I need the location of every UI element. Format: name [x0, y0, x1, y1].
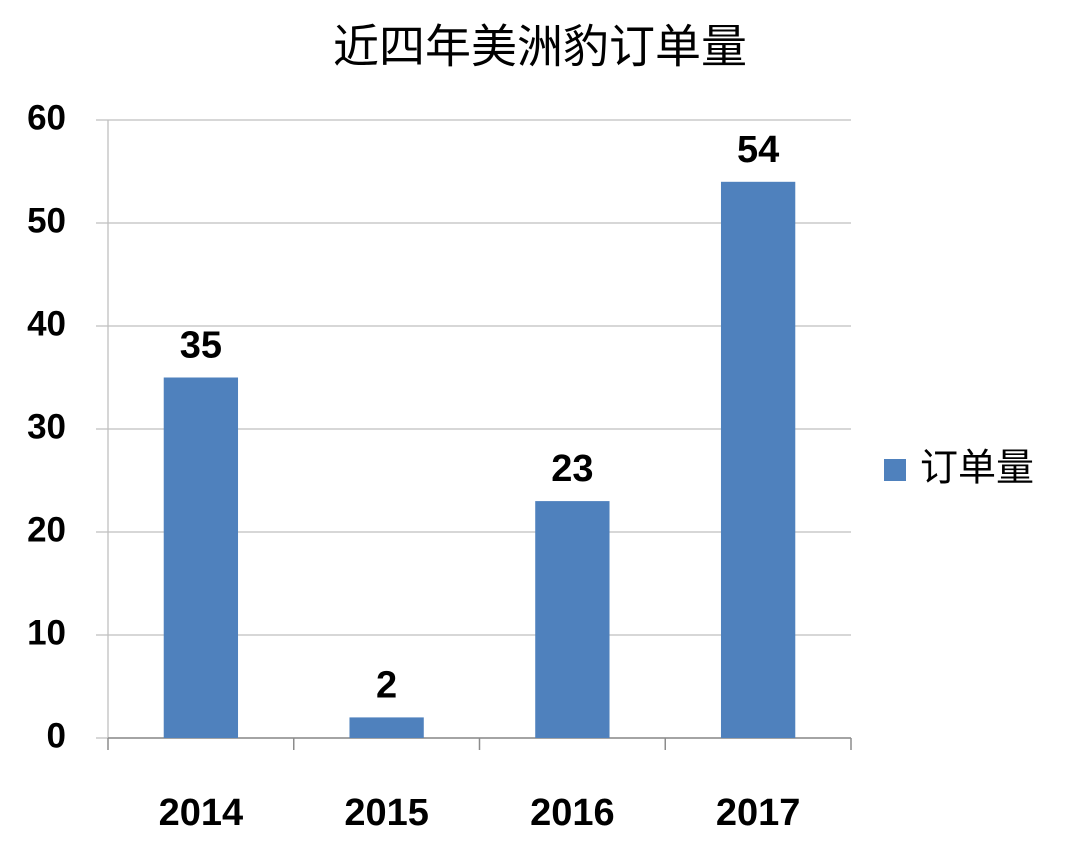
data-label: 2 — [376, 664, 397, 706]
data-label: 54 — [737, 129, 779, 171]
chart-title: 近四年美洲豹订单量 — [333, 20, 747, 74]
bar — [349, 717, 424, 738]
y-tick-label: 10 — [27, 613, 66, 652]
y-tick-label: 40 — [27, 304, 66, 343]
y-tick-label: 50 — [27, 201, 66, 240]
x-tick-label: 2015 — [344, 792, 429, 834]
y-tick-label: 30 — [27, 407, 66, 446]
bar — [720, 181, 796, 739]
y-tick-label: 60 — [27, 98, 66, 137]
y-tick-label: 0 — [47, 716, 66, 755]
data-label: 35 — [180, 325, 222, 367]
legend-swatch — [884, 459, 906, 481]
y-tick-label: 20 — [27, 510, 66, 549]
legend-label: 订单量 — [920, 446, 1034, 490]
x-tick-label: 2016 — [530, 792, 615, 834]
bar — [535, 501, 610, 738]
data-label: 23 — [551, 448, 593, 490]
x-tick-label: 2017 — [716, 792, 801, 834]
x-tick-label: 2014 — [159, 792, 244, 834]
bar — [163, 377, 239, 738]
